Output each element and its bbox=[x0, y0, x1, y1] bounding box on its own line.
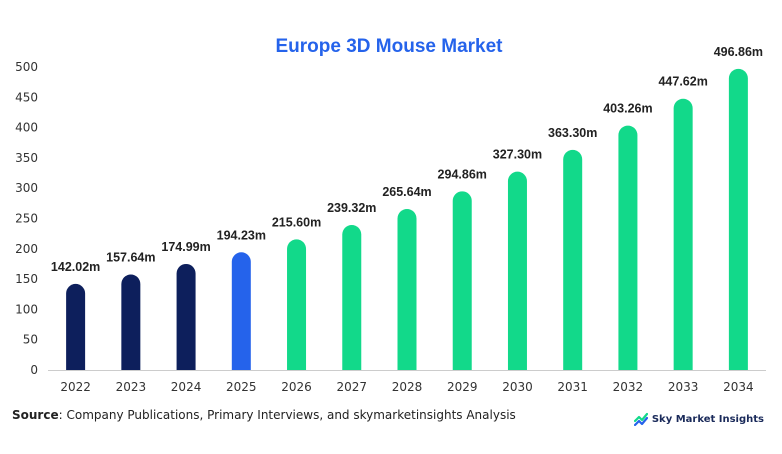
data-label-2023: 157.64m bbox=[106, 250, 155, 264]
bar-2028 bbox=[397, 209, 417, 370]
source-text: : Company Publications, Primary Intervie… bbox=[58, 408, 516, 422]
bar-2025 bbox=[231, 252, 251, 370]
bar-2022 bbox=[66, 283, 86, 370]
bar-2023 bbox=[121, 274, 141, 370]
sky-market-insights-logo-icon bbox=[633, 412, 648, 426]
x-tick-label: 2026 bbox=[281, 380, 312, 394]
x-tick-label: 2028 bbox=[392, 380, 423, 394]
y-tick-label: 200 bbox=[15, 242, 38, 256]
y-tick-label: 0 bbox=[30, 363, 38, 377]
y-tick-label: 450 bbox=[15, 90, 38, 104]
bars bbox=[66, 68, 748, 371]
x-tick-label: 2033 bbox=[668, 380, 699, 394]
y-tick-label: 50 bbox=[23, 333, 38, 347]
bar-2030 bbox=[507, 171, 527, 370]
source-note: Source: Company Publications, Primary In… bbox=[12, 408, 516, 422]
logo-text: Sky Market Insights bbox=[651, 413, 764, 425]
data-label-2029: 294.86m bbox=[438, 167, 487, 181]
x-tick-label: 2025 bbox=[226, 380, 257, 394]
y-tick-label: 400 bbox=[15, 121, 38, 135]
data-label-2024: 174.99m bbox=[161, 240, 210, 254]
bar-2031 bbox=[563, 149, 583, 370]
x-tick-label: 2029 bbox=[447, 380, 478, 394]
x-tick-label: 2034 bbox=[723, 380, 754, 394]
bar-2026 bbox=[287, 239, 307, 370]
x-tick-label: 2032 bbox=[613, 380, 644, 394]
x-tick-label: 2027 bbox=[336, 380, 367, 394]
data-label-2033: 447.62m bbox=[658, 75, 707, 89]
y-tick-label: 300 bbox=[15, 181, 38, 195]
data-labels: 142.02m 157.64m 174.99m 194.23m 215.60m 239.3… bbox=[51, 45, 763, 274]
x-tick-label: 2030 bbox=[502, 380, 533, 394]
bar-2033 bbox=[673, 98, 693, 370]
y-tick-label: 350 bbox=[15, 151, 38, 165]
data-label-2028: 265.64m bbox=[382, 185, 431, 199]
y-axis: 0 50 100 150 200 250 300 350 400 450 500 bbox=[15, 60, 38, 377]
data-label-2026: 215.60m bbox=[272, 215, 321, 229]
bar-2032 bbox=[618, 125, 638, 370]
source-label: Source bbox=[12, 408, 59, 422]
x-tick-label: 2024 bbox=[171, 380, 202, 394]
data-label-2034: 496.86m bbox=[714, 45, 763, 59]
bar-2027 bbox=[342, 224, 362, 370]
x-tick-label: 2022 bbox=[60, 380, 91, 394]
y-tick-label: 150 bbox=[15, 272, 38, 286]
data-label-2032: 403.26m bbox=[603, 102, 652, 116]
y-tick-label: 250 bbox=[15, 212, 38, 226]
data-label-2025: 194.23m bbox=[217, 228, 266, 242]
data-label-2031: 363.30m bbox=[548, 126, 597, 140]
x-tick-label: 2031 bbox=[557, 380, 588, 394]
bar-2029 bbox=[452, 191, 472, 370]
x-axis: 2022 2023 2024 2025 2026 2027 2028 2029 2030 2031… bbox=[48, 370, 766, 394]
data-label-2030: 327.30m bbox=[493, 148, 542, 162]
x-tick-label: 2023 bbox=[116, 380, 147, 394]
brand-logo: Sky Market Insights bbox=[633, 412, 764, 426]
bar-chart: Europe 3D Mouse Market 0 50 100 150 200 250 30… bbox=[15, 36, 766, 394]
data-label-2022: 142.02m bbox=[51, 260, 100, 274]
y-tick-label: 500 bbox=[15, 60, 38, 74]
bar-2034 bbox=[728, 68, 748, 371]
y-tick-label: 100 bbox=[15, 302, 38, 316]
chart-title: Europe 3D Mouse Market bbox=[276, 36, 504, 57]
data-label-2027: 239.32m bbox=[327, 201, 376, 215]
bar-2024 bbox=[176, 263, 196, 370]
